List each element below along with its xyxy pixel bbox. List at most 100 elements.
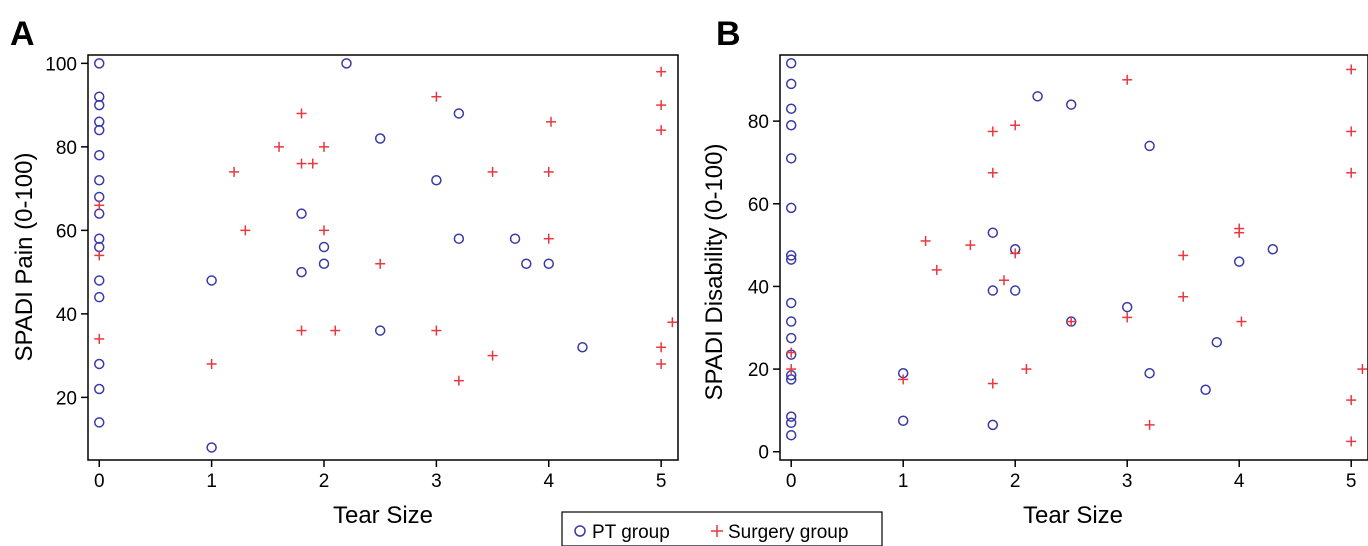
legend-surgery-marker [711,525,723,537]
surgery-group-point [786,347,797,358]
panel-b-label: B [716,15,741,53]
surgery-group-point [987,126,998,137]
pt-group-point [785,78,797,90]
pt-group-point [93,358,105,370]
y-tick-label: 100 [45,54,77,75]
legend-pt-marker [574,525,586,537]
surgery-group-point [453,375,464,386]
pt-group-point [785,411,797,422]
surgery-group-point [656,66,667,77]
surgery-group-point [656,100,667,111]
panel-a: A 0 1 2 3 4 5 20 40 60 80 100 Tear Size SPADI Pain… [10,15,679,529]
y-tick-label: 80 [56,138,77,159]
legend-pt-label: PT group [592,522,670,543]
pt-group-point [93,58,105,69]
pt-group-point [785,316,797,327]
surgery-group-point [987,378,998,389]
pt-group-point [374,325,386,336]
surgery-group-point [1234,227,1245,238]
surgery-group-point [274,141,285,152]
surgery-group-point [667,317,678,328]
pt-group-point [341,58,352,69]
pt-group-point [987,227,999,238]
surgery-group-point [1178,291,1189,302]
pt-group-point [206,275,217,286]
pt-group-point [785,103,797,114]
surgery-group-point [1021,364,1032,375]
pt-group-point [521,258,532,270]
surgery-group-point [543,166,554,177]
surgery-group-point [94,250,105,261]
x-tick-label: 1 [206,471,217,492]
surgery-group-point [319,141,329,152]
surgery-group-point [296,158,307,169]
surgery-group-point [1144,419,1155,430]
surgery-group-point [656,342,667,353]
surgery-group-point [1346,167,1357,178]
surgery-group-point [656,125,667,136]
pt-group-point [785,153,797,164]
pt-group-point [296,266,307,278]
pt-group-point [453,108,465,119]
panel-a-ticks: 0 1 2 3 4 5 20 40 60 80 100 [45,54,666,492]
pt-group-point [431,175,442,186]
pt-group-point [785,297,797,309]
surgery-group-point [931,264,942,275]
pt-group-point [1144,367,1155,379]
pt-group-point [785,417,797,429]
x-tick-label: 3 [1122,471,1133,492]
surgery-group-point [1066,316,1077,327]
panel-b: B 0 1 2 3 4 5 0 20 40 60 80 Tear Size SPADI Disabi… [701,15,1368,529]
pt-group-point [785,254,797,265]
pt-group-point [987,285,999,296]
pt-group-point [93,149,105,161]
pt-group-point [206,442,217,453]
surgery-group-point [1346,64,1357,75]
pt-group-point [318,241,330,253]
x-tick-label: 4 [543,471,554,492]
surgery-group-point [999,275,1009,286]
pt-group-point [1009,285,1021,296]
pt-group-point [1032,91,1043,102]
panel-b-points [785,58,1368,447]
pt-group-point [543,258,555,270]
surgery-group-point [307,158,318,169]
pt-group-point [785,120,797,131]
pt-group-point [93,191,105,203]
pt-group-point [453,233,465,244]
surgery-group-point [1346,436,1357,447]
pt-group-point [374,133,386,144]
surgery-group-point [375,258,386,269]
surgery-group-point [94,333,105,344]
surgery-group-point [543,233,554,244]
pt-group-point [296,208,307,219]
pt-group-point [785,58,797,69]
x-tick-label: 4 [1234,471,1245,492]
pt-group-point [93,175,105,186]
surgery-group-point [330,325,341,336]
surgery-group-point [431,91,442,102]
pt-group-point [785,374,797,385]
surgery-group-point [1178,250,1189,261]
surgery-group-point [487,166,498,177]
x-tick-label: 3 [431,471,442,492]
pt-group-point [1121,301,1133,313]
x-tick-label: 0 [94,471,105,492]
x-tick-label: 2 [1010,471,1021,492]
pt-group-point [509,233,521,244]
pt-group-point [577,342,588,353]
panel-a-y-axis-title: SPADI Pain (0-100) [11,153,38,362]
pt-group-point [93,208,105,219]
pt-group-point [897,415,909,426]
pt-group-point [93,99,105,111]
surgery-group-point [920,235,931,246]
surgery-group-point [1122,312,1133,323]
surgery-group-point [229,166,240,177]
panel-b-ticks: 0 1 2 3 4 5 0 20 40 60 80 [748,112,1357,492]
panel-a-points [93,58,678,453]
pt-group-point [785,332,797,344]
y-tick-label: 60 [748,195,769,216]
y-tick-label: 40 [748,277,769,298]
panel-a-plot-frame [87,54,679,461]
